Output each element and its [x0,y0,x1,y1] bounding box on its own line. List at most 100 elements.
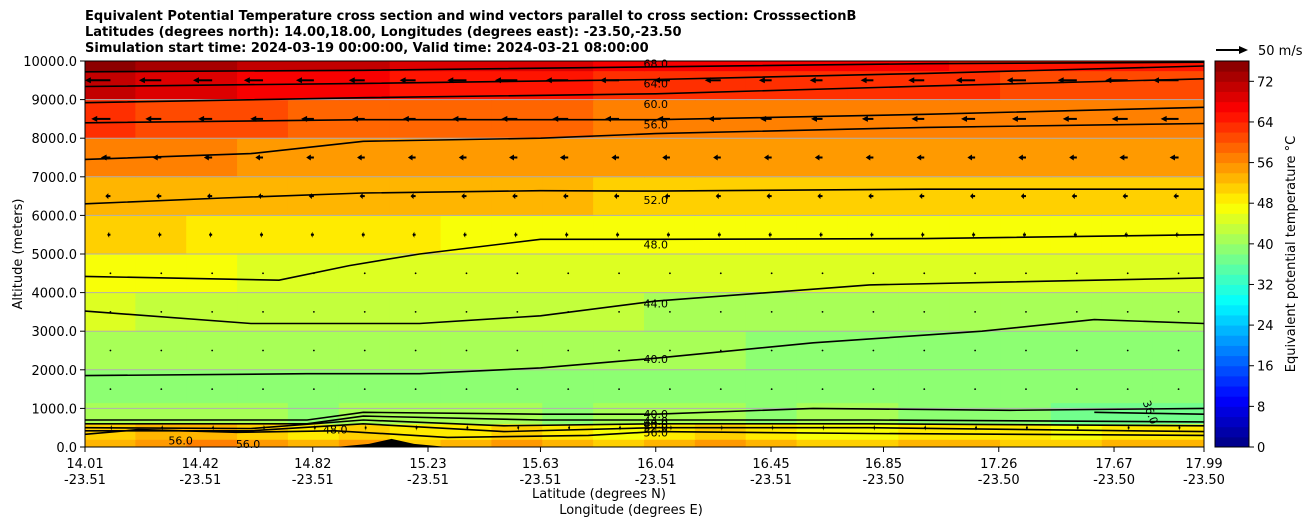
wind-vector-head [255,154,260,161]
theta-cell [1101,369,1154,404]
theta-cell [338,369,391,404]
wind-vector [865,154,874,161]
y-tick-label: 2000.0 [32,364,78,379]
wind-vector [262,272,264,275]
wind-vector [975,424,978,431]
colorbar-tick-label: 72 [1257,75,1274,90]
wind-vector [91,115,111,122]
colorbar-segment [1215,142,1249,153]
wind-vector-head [1152,77,1159,84]
wind-vector-head [105,193,109,200]
wind-vector [821,388,824,390]
wind-vector-head [559,154,565,161]
wind-vector [669,311,671,313]
wind-vector-head [1057,77,1064,84]
colorbar-segment [1215,243,1249,255]
contour-line-56 [85,428,1204,439]
colorbar-segment [1215,152,1249,164]
wind-vector-head [1175,231,1178,238]
theta-cell [949,61,1002,72]
theta-cell [796,402,849,425]
wind-vector-head [1124,231,1127,238]
theta-cell [85,176,137,216]
theta-cell [237,369,289,404]
wind-vector-head [359,193,363,200]
wind-vector [203,154,213,161]
theta-cell [694,402,747,425]
wind-vector [1105,77,1128,84]
contour-label: 52.0 [643,422,668,435]
wind-vector-head [1071,193,1075,200]
theta-cell [338,70,391,101]
wind-vector-head [145,115,152,122]
wind-vector [110,424,113,431]
wind-vector [512,193,518,200]
wind-vector [619,424,621,431]
wind-vector-head [402,115,409,122]
wind-vector [669,349,671,352]
wind-vector [138,77,162,84]
wind-vector [257,193,264,200]
wind-vector [1122,193,1128,200]
colorbar-segment [1215,284,1249,296]
wind-vector [704,77,721,84]
wind-vector-head [518,424,520,431]
wind-vector [618,311,620,313]
wind-vector-head [908,77,915,84]
wind-vector [402,115,416,122]
wind-vector [872,349,875,352]
wind-vector-head [865,154,871,161]
theta-cell [542,369,595,404]
wind-vector [669,388,671,390]
wind-vector [955,77,976,84]
colorbar-segment [1215,294,1249,306]
wind-vector-head [545,77,552,84]
wind-vector [758,77,772,84]
wind-vector [974,349,977,352]
wind-vector [494,77,518,84]
wind-vector-head [207,193,211,200]
wind-vector [465,349,468,352]
wind-vector [611,154,620,161]
wind-vector [514,231,518,238]
wind-vector-head [243,77,250,84]
contour-label: 48.0 [643,418,668,431]
x-tick-label-latitude: 16.85 [865,457,902,472]
colorbar-segment [1215,416,1249,428]
wind-vector [967,154,976,161]
x-tick-label-latitude: 16.04 [637,457,674,472]
theta-cell [287,176,340,216]
wind-vector-head [1122,193,1126,200]
wind-vector-head [961,115,968,122]
wind-vector [559,154,569,161]
theta-cell [1000,423,1052,440]
wind-vector-head [100,154,107,161]
contour-label: 44.0 [643,415,668,428]
theta-cell [1101,61,1154,72]
wind-vector [618,388,620,390]
wind-vector-head [259,231,262,238]
wind-vector [363,388,366,390]
wind-vector [295,77,314,84]
theta-cell [694,439,747,447]
wind-vector [1075,311,1078,313]
wind-vector [250,115,264,122]
theta-cell [237,402,289,425]
wind-vector-head [1077,424,1079,431]
colorbar-segment [1215,223,1249,235]
theta-cell [745,369,798,404]
wind-vector-head [772,424,774,431]
contour-label: 64.0 [643,77,668,90]
wind-vector-head [361,231,364,238]
wind-vector [872,311,875,313]
wind-vector [1020,193,1026,200]
wind-vector [109,272,112,275]
wind-vector [211,272,214,275]
wind-vector-head [971,231,974,238]
wind-vector-head [1011,115,1018,122]
wind-vector [308,193,314,200]
x-axis: 14.01-23.5114.42-23.5114.82-23.5115.23-2… [64,447,1225,488]
theta-cell [389,369,442,404]
theta-cell [491,61,544,72]
wind-vector [452,115,467,122]
